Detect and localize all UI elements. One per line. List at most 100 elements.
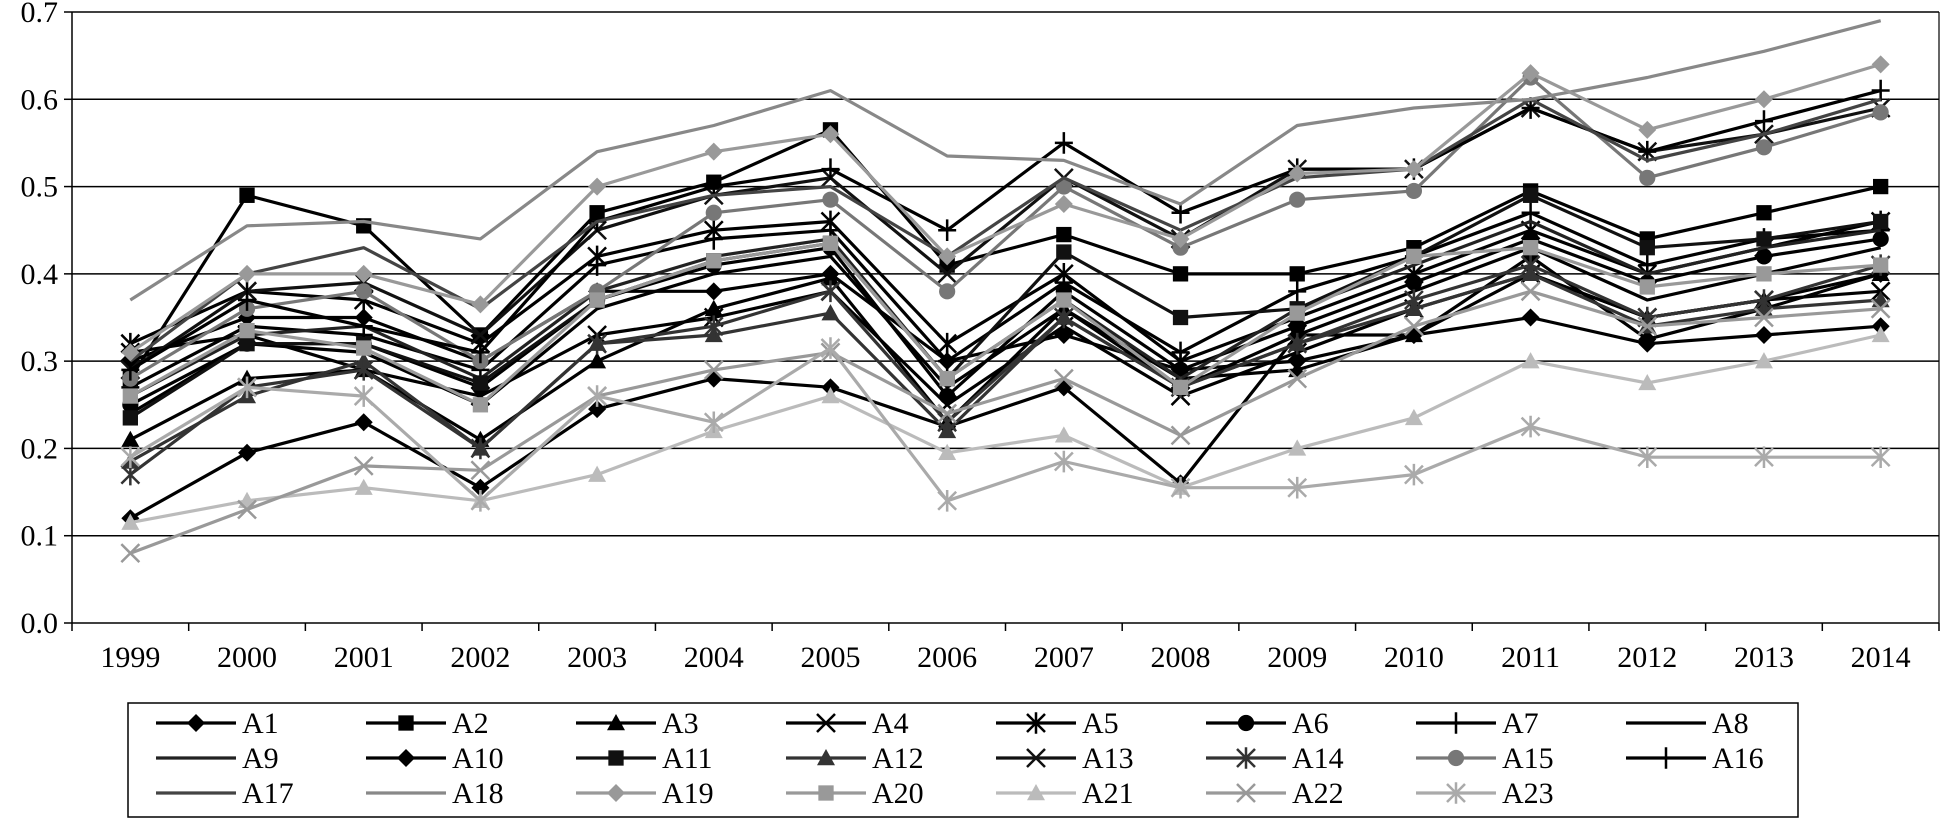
data-point xyxy=(1404,316,1424,337)
legend-label: A14 xyxy=(1292,742,1344,775)
data-point xyxy=(1754,325,1773,344)
data-point xyxy=(821,387,840,404)
series-line xyxy=(130,272,1881,407)
x-tick-label: 2003 xyxy=(567,641,627,674)
legend-item-a16: A16 xyxy=(1626,742,1764,775)
data-point xyxy=(1638,330,1657,349)
data-point xyxy=(1521,64,1540,83)
data-point xyxy=(1756,231,1772,247)
data-point xyxy=(355,283,372,300)
data-point xyxy=(821,269,840,286)
series-a19 xyxy=(121,55,1890,362)
y-tick-label: 0.3 xyxy=(21,345,59,378)
data-point xyxy=(1522,240,1539,256)
x-tick-label: 2012 xyxy=(1617,641,1677,674)
data-point xyxy=(938,443,957,460)
data-point xyxy=(937,490,958,512)
series-line xyxy=(129,272,1882,442)
data-point xyxy=(239,322,255,339)
data-point xyxy=(1056,226,1072,243)
series-line xyxy=(129,62,1882,354)
data-point xyxy=(1871,55,1890,74)
data-point xyxy=(1404,408,1423,426)
data-point xyxy=(1755,248,1773,265)
data-point xyxy=(1756,205,1772,221)
series-line xyxy=(130,333,1882,525)
x-tick-label: 2006 xyxy=(917,641,977,674)
data-point xyxy=(1754,307,1774,328)
data-point xyxy=(588,400,607,419)
data-point xyxy=(1054,426,1073,443)
legend-item-a22: A22 xyxy=(1206,777,1344,810)
data-point xyxy=(1638,120,1657,139)
data-point xyxy=(607,714,625,731)
series-line xyxy=(129,97,1882,363)
data-point xyxy=(1053,368,1074,389)
data-point xyxy=(121,343,140,362)
series-line xyxy=(129,219,1882,363)
data-point xyxy=(1055,178,1072,195)
y-tick-label: 0.0 xyxy=(21,607,59,640)
data-point xyxy=(1873,257,1889,273)
data-point xyxy=(354,478,373,495)
data-point xyxy=(471,478,490,497)
data-point xyxy=(1288,164,1307,183)
legend-item-a12: A12 xyxy=(786,742,924,775)
series-a14 xyxy=(120,254,1891,486)
data-point xyxy=(238,443,257,462)
data-point xyxy=(1756,266,1772,282)
data-point xyxy=(938,247,957,266)
legend-label: A4 xyxy=(872,707,909,740)
data-point xyxy=(353,359,374,381)
data-point xyxy=(398,715,414,731)
legend-label: A13 xyxy=(1082,742,1134,775)
legend-label: A16 xyxy=(1712,742,1764,775)
data-point xyxy=(354,264,373,283)
data-point xyxy=(472,397,489,413)
data-point xyxy=(938,219,957,242)
series-line xyxy=(129,263,1882,476)
legend-item-a15: A15 xyxy=(1416,742,1554,775)
legend-label: A3 xyxy=(662,707,699,740)
data-point xyxy=(818,785,834,801)
x-tick-label: 2009 xyxy=(1267,641,1327,674)
data-point xyxy=(1870,298,1891,319)
series-line xyxy=(129,241,1881,407)
data-point xyxy=(587,332,607,355)
data-point xyxy=(121,513,140,530)
data-point xyxy=(1236,747,1256,769)
data-point xyxy=(705,204,722,221)
data-point xyxy=(120,446,141,468)
y-tick-label: 0.2 xyxy=(21,432,59,465)
data-point xyxy=(817,749,835,766)
data-point xyxy=(1056,292,1072,308)
data-point xyxy=(703,359,724,380)
data-point xyxy=(1054,271,1073,294)
x-tick-label: 2013 xyxy=(1734,641,1794,674)
data-point xyxy=(820,337,841,359)
data-point xyxy=(353,456,374,476)
data-point xyxy=(1054,132,1073,154)
data-point xyxy=(608,750,624,766)
legend-item-a21: A21 xyxy=(996,777,1134,810)
data-point xyxy=(1172,379,1189,395)
legend-item-a7: A7 xyxy=(1416,707,1539,740)
data-point xyxy=(1171,229,1190,248)
data-point xyxy=(1873,213,1889,230)
legend-label: A22 xyxy=(1292,777,1344,810)
data-point xyxy=(938,350,957,372)
data-point xyxy=(470,325,491,345)
data-point xyxy=(1638,373,1657,391)
series-a17 xyxy=(129,97,1882,363)
data-point xyxy=(1447,712,1465,734)
x-tick-label: 2000 xyxy=(217,641,277,674)
data-point xyxy=(939,370,955,387)
legend-item-a18: A18 xyxy=(366,777,504,810)
data-point xyxy=(1237,714,1255,732)
series-a21 xyxy=(121,325,1890,530)
legend-item-a10: A10 xyxy=(366,742,504,775)
y-tick-label: 0.6 xyxy=(21,83,59,116)
data-point xyxy=(1056,244,1072,260)
legend-label: A12 xyxy=(872,742,924,775)
data-point xyxy=(1754,90,1773,109)
